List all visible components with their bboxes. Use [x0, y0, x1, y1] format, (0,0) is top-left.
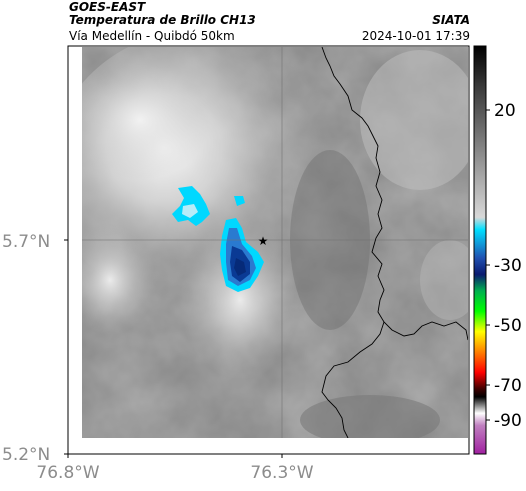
- cold-cloud-main: [220, 218, 264, 292]
- star-icon: ★: [258, 234, 269, 248]
- lat-tick-5-7: 5.7°N: [2, 232, 50, 252]
- satellite-title: GOES-EAST: [69, 0, 146, 14]
- lon-tick-76-3: 76.3°W: [250, 463, 313, 483]
- source-label: SIATA: [432, 13, 470, 27]
- colorbar-tick-minus-50: -50: [494, 316, 522, 336]
- region-label: Vía Medellín - Quibdó 50km: [69, 29, 235, 43]
- product-title: Temperatura de Brillo CH13: [69, 13, 256, 27]
- colorbar-tick-minus-90: -90: [494, 411, 522, 431]
- colorbar-tick-minus-30: -30: [494, 256, 522, 276]
- lat-tick-5-2: 5.2°N: [2, 445, 50, 465]
- colorbar-tick-minus-70: -70: [494, 376, 522, 396]
- brightness-image: [82, 47, 468, 438]
- border-line: [321, 47, 468, 341]
- colorbar: 20 -30 -50 -70 -90: [473, 45, 522, 455]
- colorbar-tick-20: 20: [494, 101, 516, 121]
- lon-tick-76-8: 76.8°W: [36, 463, 99, 483]
- timestamp-label: 2024-10-01 17:39: [361, 29, 470, 43]
- cold-cloud-small: [172, 186, 245, 226]
